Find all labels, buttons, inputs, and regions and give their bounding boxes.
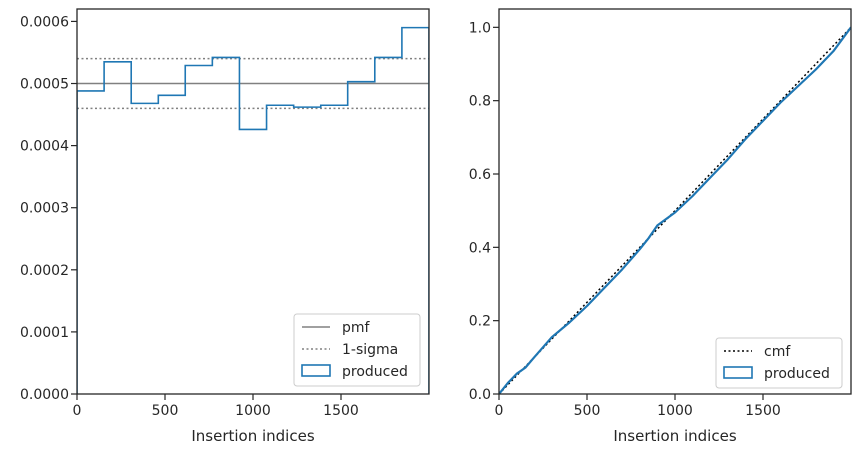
x-axis-label: Insertion indices	[613, 427, 736, 445]
y-tick-label: 0.0005	[20, 77, 69, 93]
x-tick-label: 1500	[323, 403, 359, 419]
produced-line	[499, 26, 851, 394]
x-tick-label: 1500	[745, 403, 781, 419]
y-tick-label: 0.4	[469, 240, 491, 256]
legend-label: produced	[342, 364, 408, 380]
y-tick-label: 0.0002	[20, 263, 69, 279]
produced-bin-2	[131, 103, 158, 394]
legend-box	[293, 313, 421, 387]
legend-swatch-produced	[301, 364, 331, 377]
x-tick-label: 1000	[657, 403, 693, 419]
legend-label: 1-sigma	[342, 342, 398, 358]
y-tick-label: 0.8	[469, 94, 491, 110]
legend-label: cmf	[764, 344, 791, 360]
produced-bin-3	[158, 95, 185, 394]
x-tick-label: 500	[574, 403, 601, 419]
y-tick-label: 0.0004	[20, 139, 69, 155]
plot-area	[77, 26, 429, 394]
x-tick-label: 500	[152, 403, 179, 419]
produced-bin-4	[185, 66, 212, 394]
produced-bin-6	[239, 129, 266, 394]
y-tick-label: 0.0001	[20, 325, 69, 341]
legend: pmf 1-sigma produced	[293, 313, 421, 387]
x-tick-label: 0	[495, 403, 504, 419]
plot-area	[499, 26, 851, 394]
produced-bin-7	[267, 105, 294, 394]
cmf-line	[499, 26, 851, 394]
right-chart-panel: 0 500 1000 1500 0.0 0.2 0.4 0.6 0.8 1.0 Insertion …	[469, 8, 852, 445]
left-chart-panel: 0 500 1000 1500 0.0000 0.0001 0.0002 0.0003 0.00…	[20, 8, 430, 445]
legend-label: pmf	[342, 320, 371, 336]
y-tick-label: 0.0003	[20, 201, 69, 217]
produced-bin-1	[104, 62, 131, 394]
x-tick-label: 0	[73, 403, 82, 419]
legend-swatch-produced	[723, 366, 753, 379]
produced-bin-5	[212, 57, 239, 394]
legend-label: produced	[764, 366, 830, 382]
y-tick-label: 0.0	[469, 387, 491, 403]
produced-histogram	[77, 26, 429, 394]
y-tick-label: 0.2	[469, 314, 491, 330]
y-tick-label: 0.0000	[20, 387, 69, 403]
x-axis-label: Insertion indices	[191, 427, 314, 445]
produced-bin-0	[77, 91, 104, 394]
x-tick-label: 1000	[235, 403, 271, 419]
y-tick-label: 0.0006	[20, 14, 69, 30]
legend: cmf produced	[715, 337, 843, 389]
y-tick-label: 0.6	[469, 167, 491, 183]
y-tick-label: 1.0	[469, 20, 491, 36]
